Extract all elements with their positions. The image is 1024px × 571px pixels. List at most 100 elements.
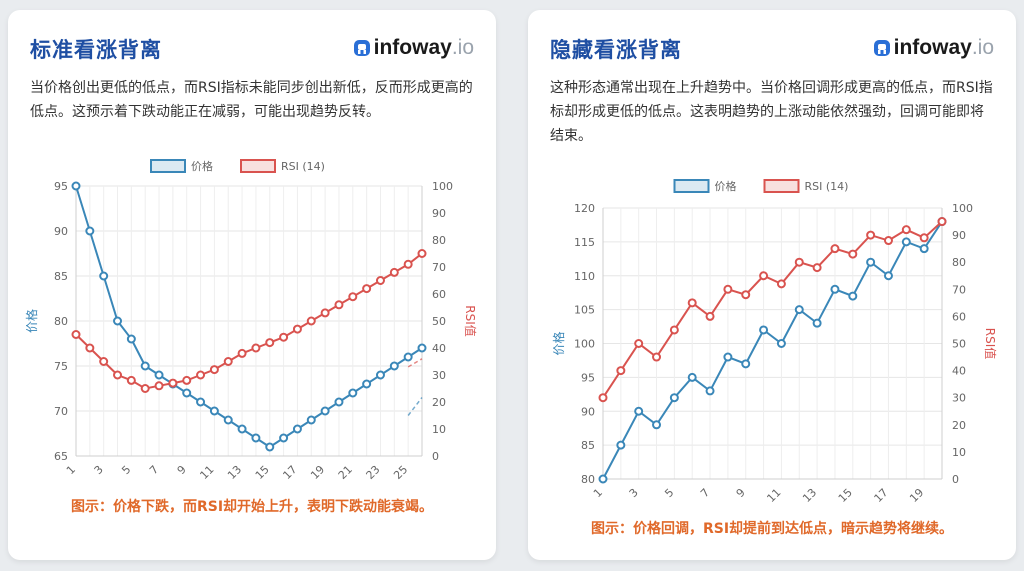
y-tick-label: 85 (54, 270, 68, 283)
y2-tick-label: 20 (432, 396, 446, 409)
x-tick-label: 25 (391, 463, 410, 480)
price-data-point (794, 305, 804, 315)
price-data-point (348, 388, 358, 398)
y-tick-label: 90 (581, 405, 595, 418)
y2-tick-label: 60 (952, 310, 966, 323)
price-data-point (113, 316, 123, 326)
brand-logo: infoway .io (873, 36, 994, 60)
brand-tld: .io (971, 36, 994, 59)
rsi-data-point (334, 300, 344, 310)
rsi-data-point (598, 393, 608, 403)
price-data-point (883, 271, 893, 281)
rsi-data-point (389, 267, 399, 277)
x-tick-label: 19 (308, 463, 327, 480)
rsi-data-point (776, 279, 786, 289)
rsi-data-point (265, 338, 275, 348)
hidden-divergence-chart: 8085909510010511011512001020304050607080… (551, 179, 998, 505)
rsi-data-point (705, 311, 715, 321)
y2-tick-label: 40 (952, 365, 966, 378)
rsi-data-point (99, 357, 109, 366)
x-tick-label: 13 (800, 486, 819, 505)
y-tick-label: 110 (574, 270, 595, 283)
rsi-data-point (196, 370, 206, 380)
legend-label: 价格 (191, 159, 213, 173)
rsi-data-point (362, 284, 372, 294)
y2-tick-label: 100 (432, 180, 453, 193)
x-tick-label: 1 (64, 463, 78, 477)
price-data-point (196, 397, 206, 407)
y2-tick-label: 10 (952, 446, 966, 459)
rsi-data-point (634, 339, 644, 348)
x-tick-label: 3 (92, 463, 106, 477)
price-data-point (182, 388, 192, 398)
y2-tick-label: 20 (952, 419, 966, 432)
price-data-point (140, 361, 150, 371)
y-tick-label: 80 (54, 315, 68, 328)
y-tick-label: 65 (54, 450, 68, 463)
legend-swatch (150, 159, 186, 173)
price-data-point (209, 406, 219, 416)
rsi-data-point (251, 343, 261, 353)
y2-axis-title: RSI值 (983, 328, 998, 360)
y2-tick-label: 70 (432, 261, 446, 274)
y-axis-title: 价格 (24, 309, 39, 333)
rsi-data-point (375, 276, 385, 285)
rsi-data-point (616, 366, 626, 376)
price-data-point (223, 415, 233, 425)
price-data-point (848, 291, 858, 301)
y-tick-label: 105 (574, 304, 595, 317)
rsi-data-point (223, 357, 233, 366)
rsi-data-point (85, 343, 95, 353)
x-tick-label: 15 (253, 463, 272, 480)
price-data-point (705, 386, 715, 396)
x-tick-label: 7 (698, 486, 712, 500)
rsi-data-point (140, 384, 150, 393)
rsi-data-point (759, 271, 769, 281)
legend-label: 价格 (715, 179, 737, 193)
y2-tick-label: 0 (432, 450, 439, 463)
price-data-point (71, 181, 81, 191)
legend-swatch (673, 179, 710, 193)
panel-title: 隐藏看涨背离 (550, 38, 682, 62)
rsi-data-point (417, 249, 427, 258)
rsi-data-point (848, 249, 858, 259)
rsi-data-point (126, 375, 136, 385)
price-data-point (251, 433, 261, 443)
y2-tick-label: 60 (432, 288, 446, 301)
price-data-point (759, 325, 769, 335)
rsi-data-point (320, 308, 330, 318)
price-data-point (687, 372, 697, 382)
rsi-data-point (687, 298, 697, 308)
rsi-data-point (741, 290, 751, 300)
rsi-data-point (794, 257, 804, 267)
x-tick-label: 9 (175, 463, 189, 477)
price-data-point (723, 352, 733, 362)
rsi-data-point (113, 370, 123, 380)
price-series-line (602, 221, 943, 480)
x-tick-label: 5 (662, 486, 676, 500)
y2-tick-label: 80 (432, 234, 446, 247)
y-tick-label: 95 (581, 371, 595, 384)
y-tick-label: 100 (574, 338, 595, 351)
price-series-line (75, 185, 423, 449)
brand-name: infoway (893, 36, 972, 59)
y-tick-label: 85 (581, 439, 595, 452)
rsi-data-point (937, 217, 947, 227)
rsi-data-point (919, 233, 929, 243)
price-data-point (334, 397, 344, 407)
legend-label: RSI (14) (281, 160, 325, 173)
price-data-point (616, 440, 626, 450)
price-data-point (812, 318, 822, 328)
price-data-point (634, 406, 644, 416)
x-tick-label: 3 (627, 486, 641, 500)
rsi-data-point (403, 259, 413, 269)
y-tick-label: 90 (54, 225, 68, 238)
y-tick-label: 115 (574, 236, 595, 249)
brand-logo: infoway .io (353, 36, 474, 60)
rsi-data-point (901, 225, 911, 235)
y2-tick-label: 0 (952, 473, 959, 486)
x-tick-label: 17 (280, 463, 299, 480)
y2-tick-label: 50 (952, 338, 966, 351)
panel-hidden-divergence: 隐藏看涨背离 infoway .io 这种形态通常出现在上升趋势中。当价格回调形成… (528, 10, 1016, 560)
price-data-point (669, 393, 679, 403)
